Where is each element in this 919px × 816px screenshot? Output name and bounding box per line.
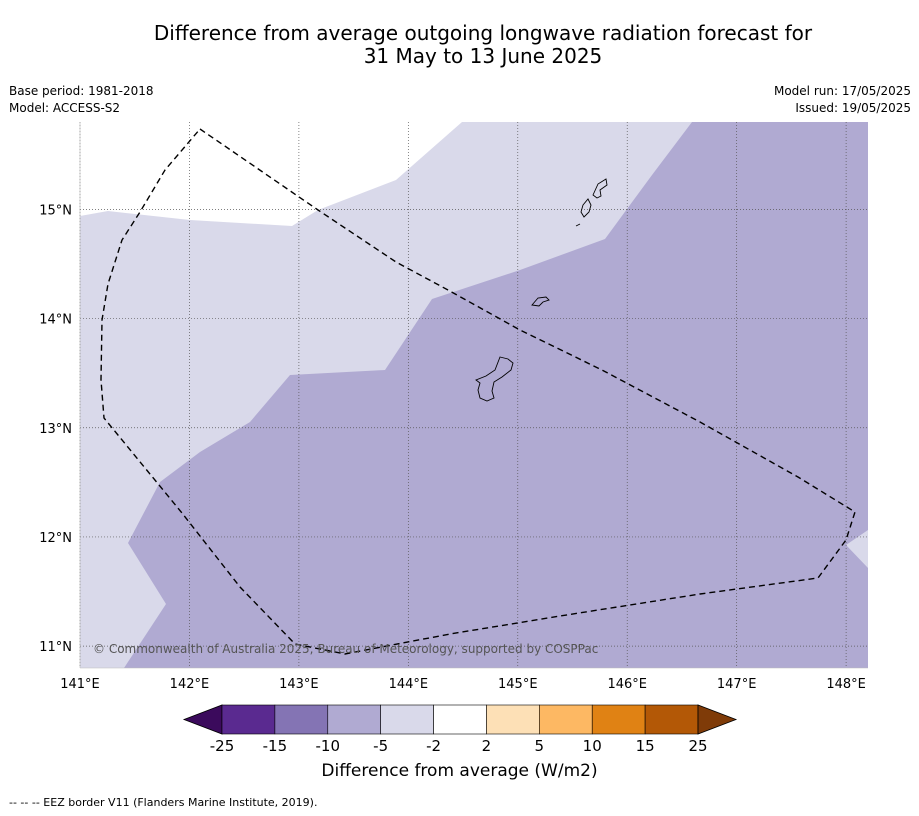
colorbar-tick-label: 2 [482, 737, 492, 755]
base-period-text: Base period: 1981-2018 [9, 84, 154, 98]
colorbar-swatch [274, 704, 329, 735]
lon-tick-label: 146°E [607, 677, 647, 692]
island-tinian [580, 198, 592, 218]
colorbar-swatch [539, 704, 593, 735]
map-title: Difference from average outgoing longwav… [0, 22, 919, 68]
colorbar-swatch [433, 704, 487, 735]
colorbar-tick-label: 10 [583, 737, 602, 755]
latitude-labels: 11°N 12°N 13°N 14°N 15°N [39, 203, 72, 655]
title-line-1: Difference from average outgoing longwav… [153, 21, 813, 45]
lon-tick-label: 148°E [826, 677, 866, 692]
lat-tick-label: 13°N [39, 422, 72, 437]
eez-border [100, 128, 856, 655]
colorbar-tick-label: -15 [263, 737, 288, 755]
colorbar-tick-label: 15 [636, 737, 655, 755]
longitude-labels: 141°E 142°E 143°E 144°E 145°E 146°E 147°E 148°E [60, 677, 866, 692]
lat-tick-label: 11°N [39, 640, 72, 655]
colorbar-tick-label: -10 [316, 737, 341, 755]
lat-tick-label: 15°N [39, 203, 72, 218]
map-canvas: © Commonwealth of Australia 2025, Bureau… [39, 122, 868, 755]
model-run-text: Model run: 17/05/2025 [773, 84, 911, 98]
island-aguijan [575, 223, 581, 227]
lon-tick-label: 143°E [279, 677, 319, 692]
issued-text: Issued: 19/05/2025 [795, 101, 911, 115]
eez-legend-note: -- -- -- EEZ border V11 (Flanders Marine… [9, 796, 318, 809]
meta-left: Base period: 1981-2018 Model: ACCESS-S2 [9, 83, 154, 117]
colorbar: -25 -15 -10 -5 -2 2 5 10 15 25 [182, 704, 738, 755]
title-line-2: 31 May to 13 June 2025 [363, 44, 603, 68]
lon-tick-label: 147°E [717, 677, 757, 692]
colorbar-title: Difference from average (W/m2) [321, 761, 598, 781]
lon-tick-label: 145°E [498, 677, 538, 692]
lon-tick-label: 144°E [389, 677, 429, 692]
colorbar-tick-label: -2 [426, 737, 441, 755]
lat-tick-label: 12°N [39, 531, 72, 546]
model-text: Model: ACCESS-S2 [9, 101, 121, 115]
colorbar-swatch [644, 704, 699, 735]
meta-right: Model run: 17/05/2025 Issued: 19/05/2025 [774, 83, 911, 117]
island-guam [475, 356, 514, 402]
lat-tick-label: 14°N [39, 313, 72, 328]
colorbar-tick-label: -5 [373, 737, 388, 755]
colorbar-tick-label: -25 [210, 737, 235, 755]
anomaly-region-mid [124, 122, 868, 668]
colorbar-extend-low [182, 704, 223, 735]
colorbar-swatch [327, 704, 381, 735]
colorbar-swatch [486, 704, 540, 735]
lon-tick-label: 141°E [60, 677, 100, 692]
colorbar-extend-high [697, 704, 738, 735]
colorbar-tick-label: 25 [688, 737, 707, 755]
colorbar-swatch [221, 704, 276, 735]
island-saipan [592, 178, 608, 199]
lon-tick-label: 142°E [170, 677, 210, 692]
copyright-notice: © Commonwealth of Australia 2025, Bureau… [93, 642, 598, 656]
colorbar-swatch [380, 704, 434, 735]
island-rota [531, 296, 550, 307]
colorbar-swatch [591, 704, 646, 735]
islands [475, 178, 608, 402]
map-plot-area: © Commonwealth of Australia 2025, Bureau… [79, 122, 868, 669]
colorbar-tick-label: 5 [535, 737, 545, 755]
